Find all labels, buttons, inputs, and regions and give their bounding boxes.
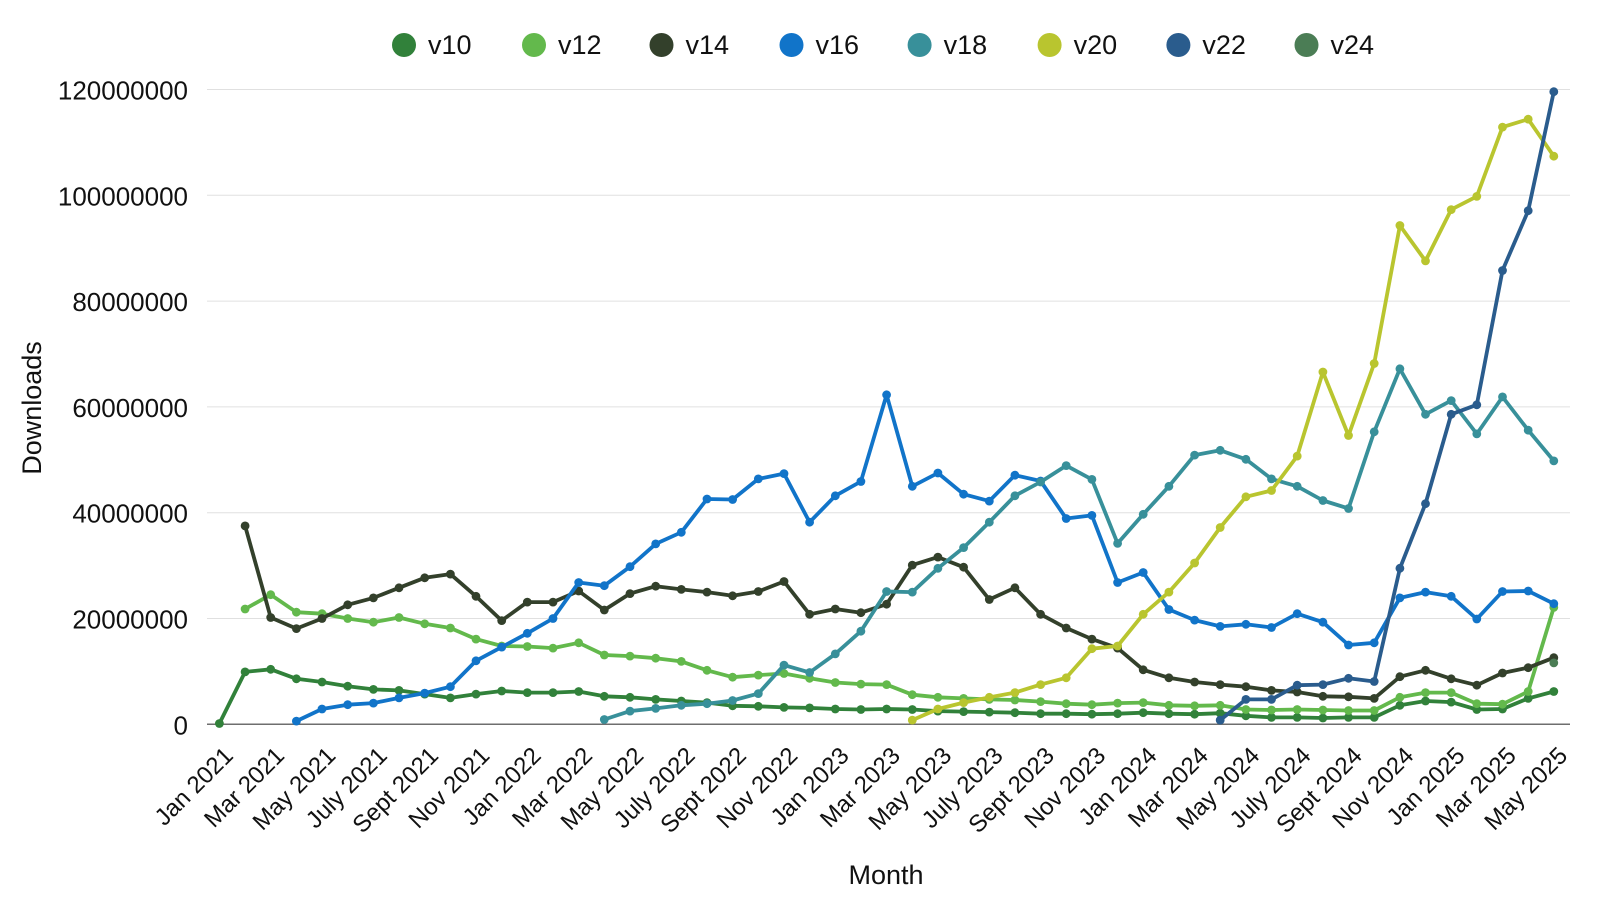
svg-text:20000000: 20000000 — [72, 605, 188, 635]
svg-text:100000000: 100000000 — [58, 181, 188, 211]
svg-text:Month: Month — [848, 860, 923, 890]
svg-text:v16: v16 — [816, 30, 860, 60]
svg-text:60000000: 60000000 — [72, 393, 188, 423]
svg-text:v22: v22 — [1202, 30, 1246, 60]
svg-text:v20: v20 — [1074, 30, 1118, 60]
svg-text:0: 0 — [174, 710, 188, 740]
svg-text:v12: v12 — [558, 30, 602, 60]
svg-text:80000000: 80000000 — [72, 287, 188, 317]
svg-text:v10: v10 — [428, 30, 472, 60]
svg-text:v14: v14 — [686, 30, 730, 60]
svg-text:v18: v18 — [944, 30, 988, 60]
svg-text:Downloads: Downloads — [17, 341, 47, 475]
svg-text:40000000: 40000000 — [72, 499, 188, 529]
svg-text:v24: v24 — [1331, 30, 1375, 60]
svg-text:120000000: 120000000 — [58, 76, 188, 106]
